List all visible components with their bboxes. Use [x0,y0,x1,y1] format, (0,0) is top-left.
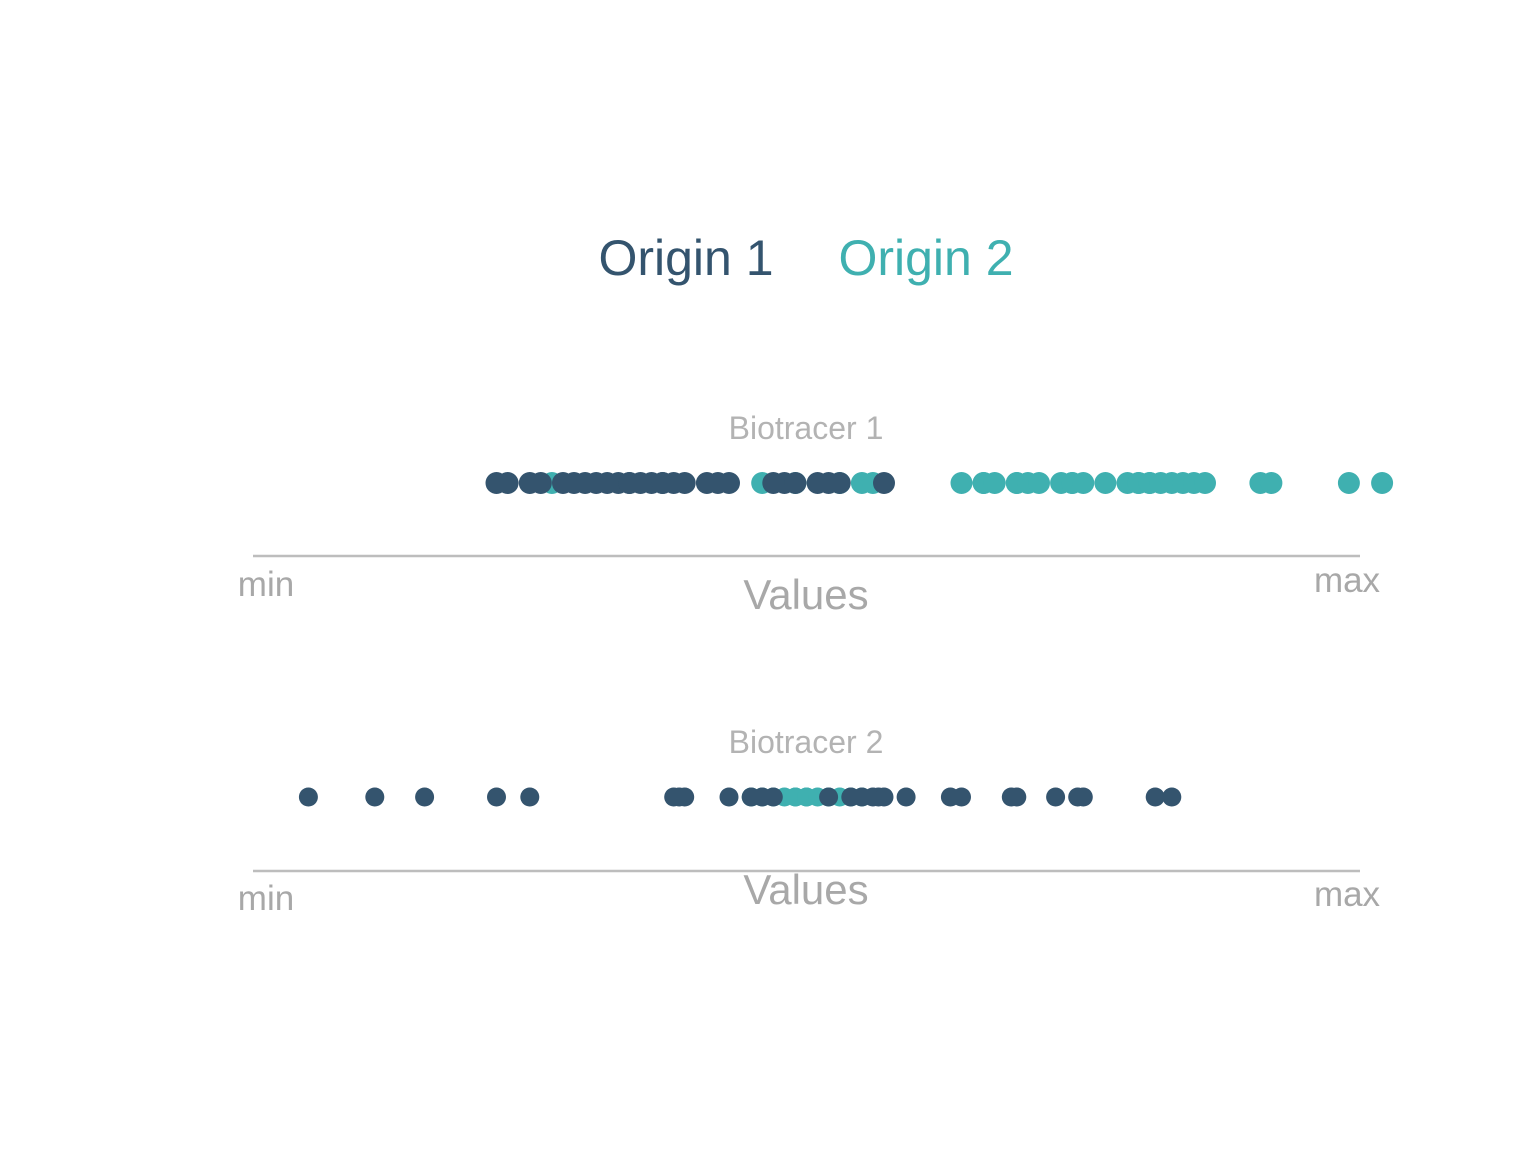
data-point-origin-1 [496,472,519,494]
data-point-origin-1 [529,472,552,494]
x-axis-label: Values [743,866,868,913]
data-point-origin-1 [415,787,435,807]
data-point-origin-1 [673,472,696,494]
data-point-origin-1 [763,787,783,807]
points-group [485,472,1394,494]
x-axis-min-label: min [238,565,294,604]
data-point-origin-1 [1162,787,1182,807]
x-axis-label: Values [743,571,868,618]
data-point-origin-2 [1260,472,1283,494]
legend-label-origin-1: Origin 1 [598,230,773,286]
data-point-origin-2 [950,472,973,494]
data-point-origin-2 [1072,472,1095,494]
data-point-origin-2 [1371,472,1394,494]
points-group [298,787,1182,807]
legend-label-origin-2: Origin 2 [838,230,1013,286]
data-point-origin-2 [1094,472,1117,494]
data-point-origin-1 [828,472,851,494]
data-point-origin-1 [487,787,506,807]
legend: Origin 1 Origin 2 [598,230,1013,286]
data-point-origin-2 [1194,472,1216,494]
x-axis-min-label: min [238,879,294,918]
data-point-origin-2 [983,472,1006,494]
data-point-origin-1 [675,787,695,807]
data-point-origin-2 [1028,472,1050,494]
data-point-origin-1 [1145,787,1165,807]
panel-biotracer-2: Biotracer 2 min max Values [238,724,1381,918]
data-point-origin-1 [819,787,839,807]
panel-biotracer-1: Biotracer 1 min max Values [238,410,1394,618]
data-point-origin-1 [896,787,916,807]
panel-title: Biotracer 2 [729,724,884,760]
data-point-origin-1 [1046,787,1066,807]
data-point-origin-1 [952,787,971,807]
data-point-origin-1 [718,472,740,494]
data-point-origin-1 [719,787,739,807]
data-point-origin-1 [873,472,895,494]
data-point-origin-1 [298,787,318,807]
x-axis-max-label: max [1314,561,1381,600]
data-point-origin-1 [1007,787,1027,807]
data-point-origin-1 [520,787,540,807]
data-point-origin-1 [784,472,807,494]
data-point-origin-1 [1073,787,1093,807]
data-point-origin-1 [365,787,385,807]
data-point-origin-1 [762,472,785,494]
x-axis-max-label: max [1314,875,1381,914]
panel-title: Biotracer 1 [729,410,884,446]
data-point-origin-1 [874,787,894,807]
data-point-origin-2 [1337,472,1360,494]
